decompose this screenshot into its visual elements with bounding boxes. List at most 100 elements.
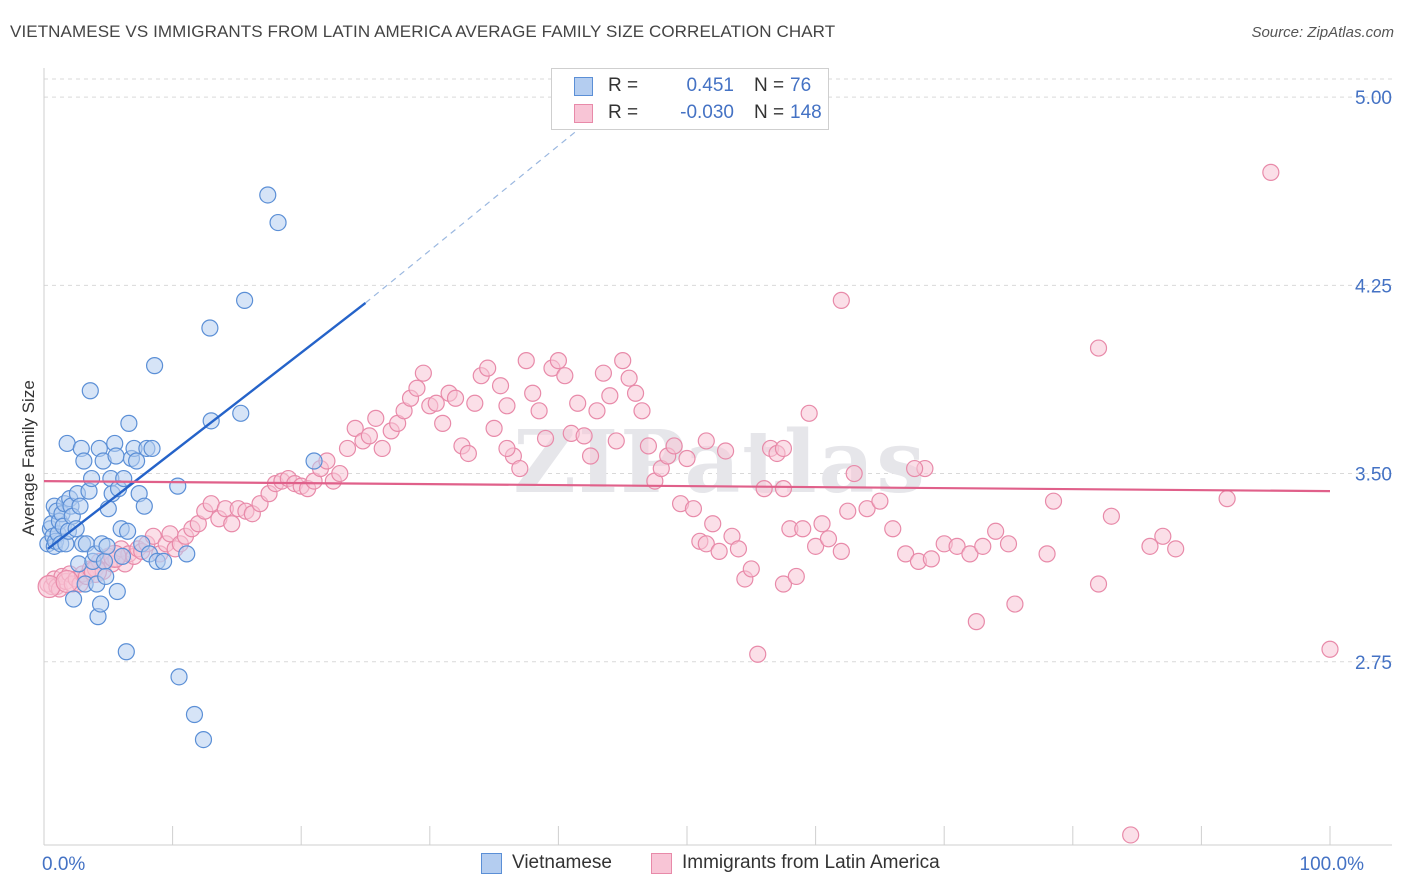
latin-america-point bbox=[697, 432, 715, 450]
latin-america-point bbox=[360, 427, 378, 445]
latin-america-point bbox=[446, 389, 465, 407]
latin-america-point bbox=[1122, 826, 1140, 844]
n-label: N = bbox=[754, 102, 785, 123]
latin-america-point bbox=[1044, 492, 1063, 510]
latin-america-point bbox=[806, 537, 825, 555]
vietnamese-point bbox=[259, 186, 277, 204]
latin-america-point bbox=[948, 537, 966, 555]
latin-america-point bbox=[774, 575, 793, 593]
latin-america-point bbox=[755, 480, 773, 498]
vietnamese-point bbox=[113, 547, 132, 565]
latin-america-point bbox=[1321, 640, 1339, 658]
latin-america-point bbox=[223, 515, 241, 533]
y-tick-label: 2.75 bbox=[1355, 653, 1392, 674]
latin-america-point bbox=[569, 394, 587, 412]
latin-america-point bbox=[922, 550, 940, 568]
latin-america-point bbox=[1102, 507, 1120, 525]
latin-america-point bbox=[906, 459, 924, 478]
vietnamese-point bbox=[108, 582, 126, 601]
latin-america-point bbox=[774, 439, 793, 458]
chart-title: VIETNAMESE VS IMMIGRANTS FROM LATIN AMER… bbox=[10, 22, 836, 41]
latin-america-point bbox=[479, 359, 497, 377]
vietnamese-point bbox=[120, 414, 138, 432]
r-value: 0.451 bbox=[686, 75, 734, 96]
latin-america-point bbox=[530, 402, 548, 420]
vietnamese-point bbox=[305, 452, 323, 470]
vietnamese-point bbox=[118, 522, 137, 540]
y-tick-label: 4.25 bbox=[1355, 276, 1392, 297]
latin-america-point bbox=[331, 464, 349, 483]
source-label: Source: ZipAtlas.com bbox=[1251, 24, 1394, 41]
latin-america-point bbox=[961, 545, 979, 563]
trend-lines bbox=[43, 124, 1331, 550]
latin-america-point bbox=[575, 427, 593, 445]
series-legend: Vietnamese Immigrants from Latin America bbox=[0, 852, 1406, 878]
latin-america-point bbox=[427, 394, 445, 412]
axis-labels: 2.75 3.50 4.25 5.00 0.0% 100.0% bbox=[42, 88, 1392, 875]
latin-america-trend-line bbox=[43, 479, 1331, 493]
y-axis-title: Average Family Size bbox=[19, 380, 38, 536]
latin-america-point bbox=[967, 613, 985, 631]
vietnamese-point bbox=[75, 452, 93, 470]
latin-america-point bbox=[55, 569, 79, 594]
latin-america-point bbox=[1038, 545, 1056, 563]
vietnamese-point bbox=[81, 382, 99, 400]
latin-america-point bbox=[858, 500, 876, 518]
latin-america-point bbox=[787, 567, 805, 586]
latin-america-point bbox=[485, 419, 503, 437]
latin-america-point bbox=[466, 394, 484, 412]
vietnamese-trend-line bbox=[47, 301, 367, 550]
vietnamese-point bbox=[64, 590, 83, 608]
latin-america-point bbox=[459, 444, 477, 463]
latin-america-point bbox=[845, 464, 863, 483]
vietnamese-point bbox=[97, 567, 115, 586]
y-tick-label: 5.00 bbox=[1355, 88, 1392, 109]
vietnamese-point bbox=[115, 469, 133, 488]
latin-america-point bbox=[594, 364, 613, 382]
vietnamese-point bbox=[269, 213, 287, 232]
vietnamese-point bbox=[70, 555, 88, 573]
latin-america-point bbox=[813, 515, 831, 533]
latin-america-point bbox=[639, 437, 658, 455]
vietnamese-point bbox=[154, 552, 173, 570]
latin-america-point bbox=[524, 384, 542, 402]
latin-america-point bbox=[626, 384, 645, 402]
vietnamese-point bbox=[232, 404, 250, 422]
latin-america-point bbox=[974, 537, 992, 555]
legend-label: Immigrants from Latin America bbox=[682, 852, 940, 873]
latin-america-point bbox=[987, 522, 1005, 540]
latin-america-point bbox=[749, 645, 767, 663]
vietnamese-trend-extension bbox=[365, 124, 585, 304]
latin-america-point bbox=[517, 352, 535, 370]
vietnamese-point bbox=[95, 552, 114, 570]
latin-america-point bbox=[742, 560, 760, 578]
vietnamese-point bbox=[201, 319, 219, 337]
latin-america-point bbox=[1089, 575, 1108, 593]
vietnamese-point bbox=[127, 452, 146, 470]
n-value: 148 bbox=[790, 102, 822, 123]
latin-america-point bbox=[588, 402, 606, 420]
latin-america-point bbox=[633, 402, 651, 420]
latin-america-point bbox=[620, 369, 638, 387]
latin-america-point bbox=[684, 500, 703, 518]
vietnamese-point bbox=[91, 595, 110, 613]
latin-america-point bbox=[367, 409, 385, 427]
latin-america-point bbox=[678, 449, 696, 468]
latin-america-point bbox=[434, 414, 452, 432]
axes bbox=[43, 68, 1392, 846]
n-value: 76 bbox=[790, 75, 812, 96]
latin-america-point bbox=[665, 437, 683, 455]
latin-america-point bbox=[832, 291, 850, 309]
latin-america-point bbox=[414, 364, 432, 382]
latin-america-point bbox=[614, 352, 632, 370]
latin-america-point bbox=[498, 397, 516, 415]
latin-america-point bbox=[839, 502, 857, 520]
latin-america-point bbox=[1154, 527, 1172, 545]
latin-america-point bbox=[999, 535, 1018, 553]
vietnamese-point bbox=[194, 730, 213, 749]
latin-america-point bbox=[1167, 540, 1185, 558]
vietnamese-point bbox=[107, 447, 125, 465]
vietnamese-point bbox=[135, 497, 153, 515]
correlation-legend: R = 0.451 N = 76 R = -0.030 N = 148 bbox=[551, 68, 829, 130]
